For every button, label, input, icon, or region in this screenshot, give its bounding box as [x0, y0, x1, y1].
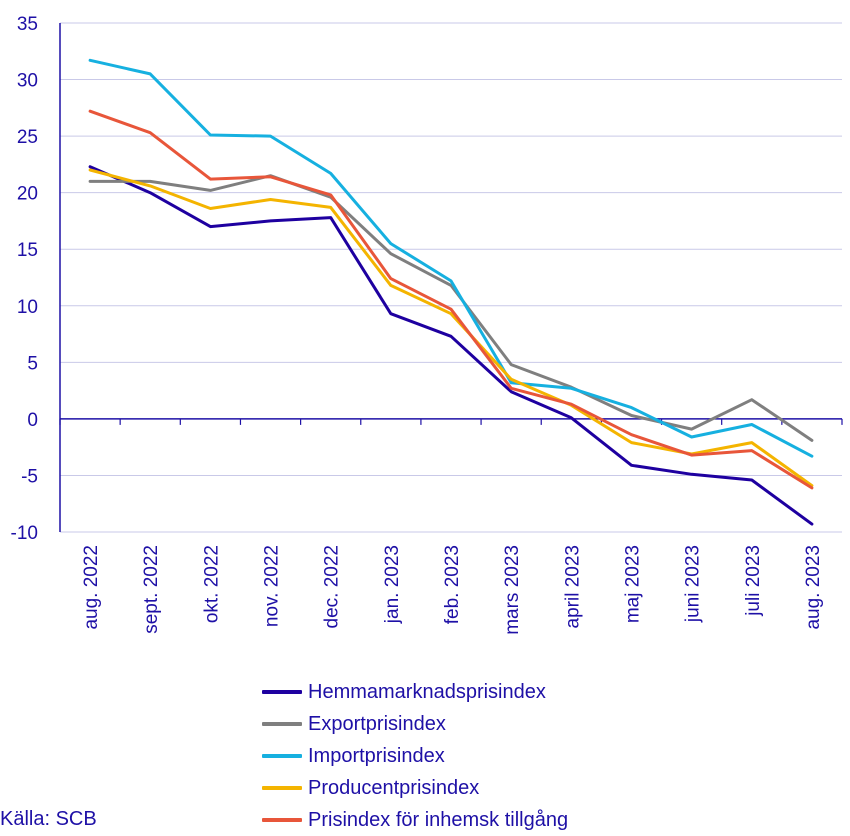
legend-label: Importprisindex [308, 744, 445, 767]
series-line-exportprisindex [88, 174, 814, 442]
y-tick-label: 15 [17, 240, 38, 261]
x-tick-label: okt. 2022 [201, 545, 222, 623]
y-tick-label: -10 [11, 523, 38, 544]
y-tick-label: 25 [17, 127, 38, 148]
series-lines [88, 58, 814, 526]
legend-swatch [262, 722, 302, 726]
y-tick-label: 30 [17, 71, 38, 92]
x-tick-label: nov. 2022 [262, 545, 283, 627]
y-tick-label: 35 [17, 14, 38, 35]
y-axis-ticks: 35 30 25 20 15 10 5 0 -5 -10 [11, 14, 38, 544]
legend-label: Hemmamarknadsprisindex [308, 680, 546, 703]
legend-swatch [262, 690, 302, 694]
legend-item-exportprisindex: Exportprisindex [262, 708, 568, 740]
x-tick-label: juni 2023 [683, 545, 704, 623]
legend-item-hemmamarknadsprisindex: Hemmamarknadsprisindex [262, 676, 568, 708]
legend: Hemmamarknadsprisindex Exportprisindex I… [262, 676, 568, 836]
x-tick-label: april 2023 [562, 545, 583, 628]
x-tick-label: jan. 2023 [382, 545, 403, 624]
x-tick-label: feb. 2023 [442, 545, 463, 624]
x-tick-label: dec. 2022 [322, 545, 343, 628]
gridlines [60, 22, 842, 533]
y-tick-label: 20 [17, 184, 38, 205]
legend-label: Exportprisindex [308, 712, 446, 735]
y-tick-label: -5 [21, 466, 38, 487]
x-axis-ticks: aug. 2022 sept. 2022 okt. 2022 nov. 2022 dec… [81, 545, 824, 635]
x-tick-label: aug. 2022 [81, 545, 102, 630]
legend-swatch [262, 818, 302, 822]
legend-label: Producentprisindex [308, 776, 480, 799]
source-note: Källa: SCB [0, 808, 97, 830]
series-line-prisindex-f-r-inhemsk-tillg-ng [88, 109, 814, 490]
series-line-importprisindex [88, 58, 814, 458]
y-tick-label: 0 [27, 410, 38, 431]
legend-swatch [262, 754, 302, 758]
line-chart: 35 30 25 20 15 10 5 0 -5 -10 aug. 2022 sept. 2022 o… [11, 14, 843, 635]
x-tick-label: mars 2023 [502, 545, 523, 635]
x-tick-label: juli 2023 [743, 545, 764, 617]
series-line-producentprisindex [88, 168, 814, 488]
x-tick-label: sept. 2022 [141, 545, 162, 634]
legend-item-prisindex-inhemsk: Prisindex för inhemsk tillgång [262, 804, 568, 836]
legend-item-producentprisindex: Producentprisindex [262, 772, 568, 804]
legend-label: Prisindex för inhemsk tillgång [308, 808, 569, 831]
x-tick-label: maj 2023 [622, 545, 643, 623]
y-tick-label: 5 [27, 353, 38, 374]
series-line-hemmamarknadsprisindex [88, 165, 814, 526]
legend-swatch [262, 786, 302, 790]
x-tick-label: aug. 2023 [803, 545, 824, 630]
legend-item-importprisindex: Importprisindex [262, 740, 568, 772]
y-tick-label: 10 [17, 297, 38, 318]
